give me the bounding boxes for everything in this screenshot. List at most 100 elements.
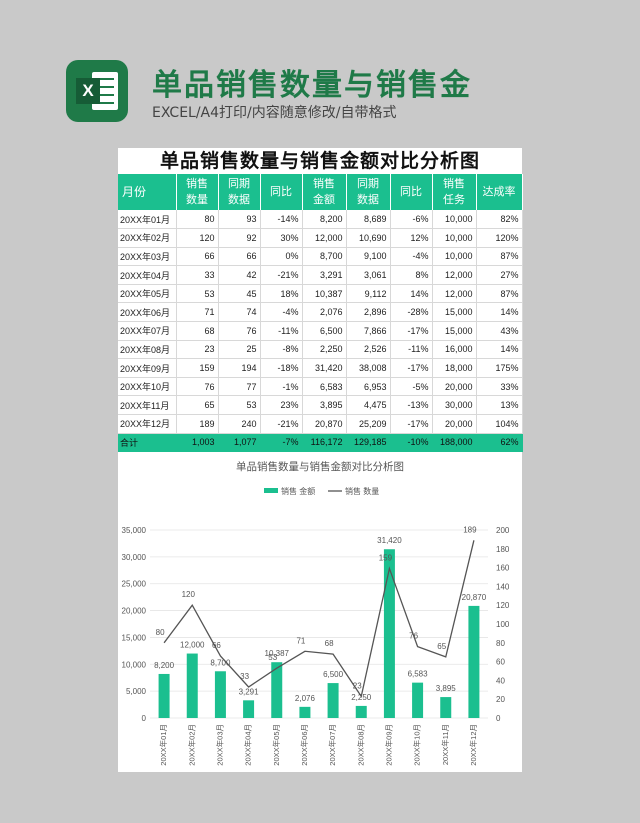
table-cell: 116,172 [302, 433, 347, 453]
table-cell: -11% [260, 321, 303, 341]
table-row: 20XX年12月 189 240 -21% 20,870 25,209 -17% 20,000… [118, 414, 523, 434]
table-cell: 20XX年11月 [118, 395, 177, 416]
table-cell: 38,008 [346, 358, 391, 378]
bar-data-label: 20,870 [462, 593, 487, 602]
column-header: 月份 [118, 174, 177, 210]
table-cell: -10% [390, 433, 433, 453]
y2-tick-label: 40 [496, 676, 505, 685]
table-cell: -14% [260, 210, 303, 230]
y-tick-label: 20,000 [122, 607, 147, 616]
bar [412, 682, 424, 718]
table-cell: 8,700 [302, 247, 347, 267]
table-cell: 1,077 [218, 433, 261, 453]
table-cell: -6% [390, 210, 433, 230]
table-cell: 10,000 [432, 228, 477, 248]
x-tick-label: 20XX年03月 [214, 724, 224, 766]
table-cell: 3,895 [302, 395, 347, 416]
line-data-label: 76 [409, 632, 418, 641]
legend-swatch-bar [264, 488, 278, 493]
x-tick-label: 20XX年09月 [383, 724, 393, 766]
table-cell: 30,000 [432, 395, 477, 416]
table-cell: 80 [176, 210, 219, 230]
table-cell: -13% [390, 395, 433, 416]
table-cell: 15,000 [432, 321, 477, 341]
table-row: 20XX年07月 68 76 -11% 6,500 7,866 -17% 15,000 43% [118, 321, 523, 341]
x-tick-label: 20XX年01月 [158, 724, 168, 766]
table-cell: 33% [476, 377, 523, 397]
column-header: 同期 数据 [218, 174, 261, 210]
table-cell: 33 [176, 265, 219, 285]
table-cell: -4% [260, 302, 303, 323]
table-cell: 23 [176, 340, 219, 360]
table-cell: 65 [176, 395, 219, 416]
column-header-text: 任务 [443, 193, 465, 206]
table-cell: 20XX年08月 [118, 340, 177, 360]
column-header-text: 同期 [357, 177, 379, 190]
table-row: 20XX年05月 53 45 18% 10,387 9,112 14% 12,000 87% [118, 284, 523, 304]
y-tick-label: 30,000 [122, 553, 147, 562]
bar [271, 662, 283, 718]
table-cell: 8,689 [346, 210, 391, 230]
table-row: 20XX年10月 76 77 -1% 6,583 6,953 -5% 20,000 33% [118, 377, 523, 397]
column-header-text: 数量 [186, 193, 208, 206]
table-cell: 1,003 [176, 433, 219, 453]
bar-data-label: 8,700 [210, 658, 231, 667]
table-cell: 20XX年10月 [118, 377, 177, 397]
table-cell: 240 [218, 414, 261, 434]
x-tick-label: 20XX年12月 [468, 724, 478, 766]
table-row: 20XX年01月 80 93 -14% 8,200 8,689 -6% 10,000 82% [118, 210, 523, 230]
column-header-text: 销售 [186, 177, 208, 190]
line-data-label: 33 [240, 672, 249, 681]
table-cell: 188,000 [432, 433, 477, 453]
x-tick-label: 20XX年11月 [440, 724, 450, 765]
bar [440, 697, 452, 718]
table-cell: -11% [390, 340, 433, 360]
table-cell: 10,000 [432, 247, 477, 267]
table-cell: 93 [218, 210, 261, 230]
bar [468, 605, 480, 718]
table-cell: 2,526 [346, 340, 391, 360]
table-cell: 189 [176, 414, 219, 434]
table-cell: 14% [476, 302, 523, 323]
table-cell: 0% [260, 247, 303, 267]
table-cell: 194 [218, 358, 261, 378]
table-cell: 87% [476, 247, 523, 267]
table-cell: 20XX年04月 [118, 265, 177, 285]
table-cell: 14% [390, 284, 433, 304]
column-header-text: 销售 [443, 177, 465, 190]
bar-data-label: 8,200 [154, 661, 175, 670]
table-cell: -4% [390, 247, 433, 267]
table-cell: 45 [218, 284, 261, 304]
table-cell: -21% [260, 265, 303, 285]
y2-tick-label: 180 [496, 545, 510, 554]
table-cell: 66 [176, 247, 219, 267]
table-row: 20XX年03月 66 66 0% 8,700 9,100 -4% 10,000 87% [118, 247, 523, 267]
y2-tick-label: 20 [496, 695, 505, 704]
table-row: 20XX年11月 65 53 23% 3,895 4,475 -13% 30,000 13% [118, 395, 523, 416]
table-cell: 20,000 [432, 414, 477, 434]
line-data-label: 66 [212, 641, 221, 650]
table-cell: 10,000 [432, 210, 477, 230]
bar-data-label: 10,387 [265, 649, 290, 658]
line-data-label: 68 [325, 639, 334, 648]
y2-tick-label: 120 [496, 601, 510, 610]
table-cell: 20,000 [432, 377, 477, 397]
bar-data-label: 31,420 [377, 536, 402, 545]
column-header-text: 数据 [228, 193, 250, 206]
column-header: 达成率 [476, 174, 523, 210]
bar-data-label: 6,583 [408, 670, 429, 679]
x-tick-label: 20XX年06月 [299, 724, 309, 766]
table-cell: 8,200 [302, 210, 347, 230]
table-cell: 76 [176, 377, 219, 397]
table-cell: 71 [176, 302, 219, 323]
table-cell: 18% [260, 284, 303, 304]
table-cell: -8% [260, 340, 303, 360]
page-subtitle: EXCEL/A4打印/内容随意修改/自带格式 [152, 105, 397, 121]
table-cell: 31,420 [302, 358, 347, 378]
table-cell: 20XX年07月 [118, 321, 177, 341]
table-cell: 23% [260, 395, 303, 416]
table-cell: 120 [176, 228, 219, 248]
table-cell: -28% [390, 302, 433, 323]
table-cell: 20XX年09月 [118, 358, 177, 378]
table-cell: 20XX年06月 [118, 302, 177, 323]
